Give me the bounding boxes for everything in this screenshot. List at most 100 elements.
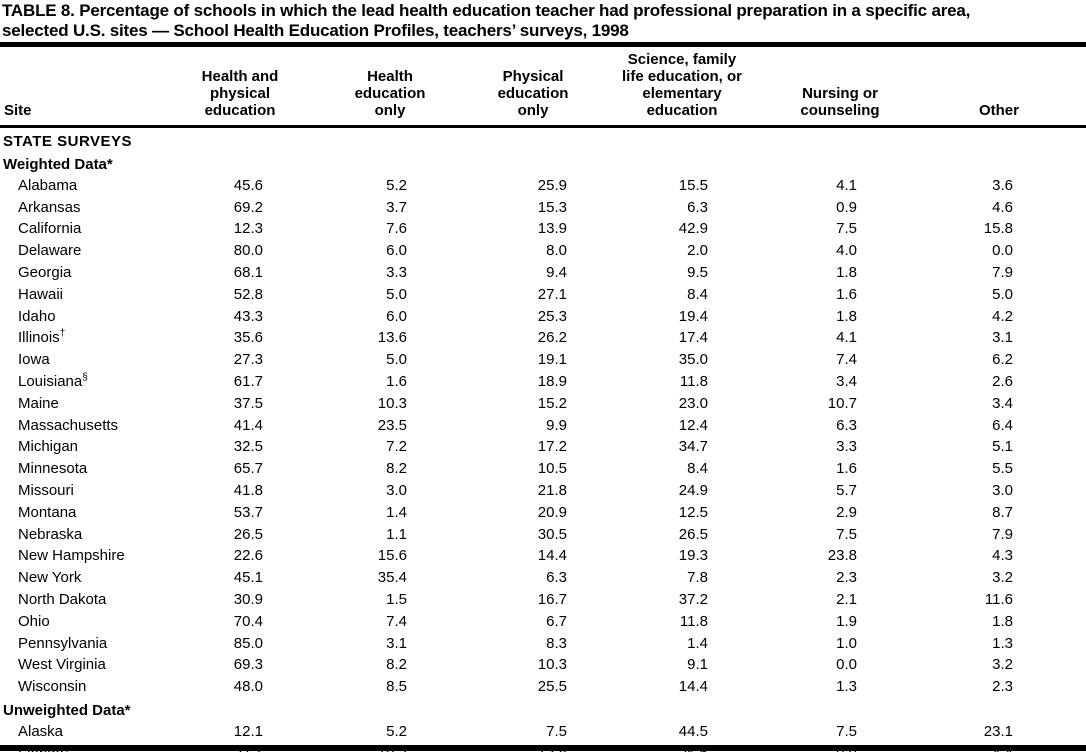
site-cell: Alaska	[18, 723, 64, 741]
value-cell: 23.0	[678, 394, 708, 412]
site-cell: Louisiana§	[18, 372, 88, 391]
table-row: Illinois† 35.6 13.6 26.2 17.4 4.1 3.1	[0, 327, 1086, 349]
value-cell: 1.4	[687, 634, 708, 652]
table-row: Michigan 32.5 7.2 17.2 34.7 3.3 5.1	[0, 436, 1086, 458]
value-cell: 32.5	[233, 438, 263, 456]
value-cell: 2.3	[836, 569, 857, 587]
value-cell: 42.9	[678, 220, 708, 238]
value-cell: 1.6	[836, 285, 857, 303]
table-row: New York 45.1 35.4 6.3 7.8 2.3 3.2	[0, 567, 1086, 589]
value-cell: 3.3	[836, 438, 857, 456]
site-cell: Delaware	[18, 242, 82, 260]
site-cell: New Hampshire	[18, 547, 125, 565]
site-cell: Idaho	[18, 307, 56, 325]
value-cell: 23.1	[983, 723, 1013, 741]
table-row: Minnesota 65.7 8.2 10.5 8.4 1.6 5.5	[0, 458, 1086, 480]
value-cell: 8.0	[546, 242, 567, 260]
value-cell: 12.4	[678, 416, 708, 434]
value-cell: 41.8	[233, 482, 263, 500]
value-cell: 1.3	[836, 678, 857, 696]
value-cell: 1.1	[386, 525, 407, 543]
value-cell: 27.1	[537, 285, 567, 303]
value-cell: 19.3	[678, 547, 708, 565]
value-cell: 3.1	[992, 329, 1013, 347]
value-cell: 15.3	[537, 198, 567, 216]
value-cell: 17.2	[537, 438, 567, 456]
value-cell: 20.9	[537, 503, 567, 521]
value-cell: 7.5	[836, 525, 857, 543]
value-cell: 22.6	[233, 547, 263, 565]
value-cell: 4.1	[836, 329, 857, 347]
value-cell: 37.2	[678, 591, 708, 609]
value-cell: 69.2	[233, 198, 263, 216]
value-cell: 15.5	[678, 176, 708, 194]
value-cell: 6.3	[836, 416, 857, 434]
site-cell: Massachusetts	[18, 416, 119, 434]
value-cell: 3.4	[992, 394, 1013, 412]
section-label: Weighted Data*	[3, 155, 113, 173]
value-cell: 69.3	[233, 656, 263, 674]
value-cell: 13.6	[377, 329, 407, 347]
value-cell: 3.4	[836, 373, 857, 391]
value-cell: 0.0	[836, 656, 857, 674]
value-cell: 5.0	[386, 285, 407, 303]
value-cell: 44.5	[678, 723, 708, 741]
value-cell: 26.5	[678, 525, 708, 543]
value-cell: 3.2	[992, 569, 1013, 587]
site-cell: Missouri	[18, 482, 74, 500]
table-row: West Virginia 69.3 8.2 10.3 9.1 0.0 3.2	[0, 654, 1086, 676]
value-cell: 5.7	[836, 482, 857, 500]
site-cell: Iowa	[18, 351, 50, 369]
value-cell: 1.5	[386, 591, 407, 609]
value-cell: 5.5	[992, 460, 1013, 478]
value-cell: 45.1	[233, 569, 263, 587]
value-cell: 37.5	[233, 394, 263, 412]
value-cell: 6.4	[992, 416, 1013, 434]
value-cell: 1.8	[836, 264, 857, 282]
section-header-row: Unweighted Data*	[0, 698, 1086, 721]
value-cell: 9.9	[546, 416, 567, 434]
value-cell: 0.9	[836, 198, 857, 216]
value-cell: 8.7	[992, 503, 1013, 521]
data-table: Site Health and physical education Healt…	[0, 47, 1086, 752]
value-cell: 6.0	[386, 242, 407, 260]
value-cell: 7.5	[836, 220, 857, 238]
value-cell: 11.8	[679, 373, 708, 391]
value-cell: 7.5	[836, 723, 857, 741]
value-cell: 8.5	[386, 678, 407, 696]
value-cell: 6.3	[546, 569, 567, 587]
column-header-nursing-or-counseling: Nursing or counseling	[768, 47, 912, 128]
table-row: Nebraska 26.5 1.1 30.5 26.5 7.5 7.9	[0, 523, 1086, 545]
value-cell: 23.5	[377, 416, 407, 434]
value-cell: 8.3	[546, 634, 567, 652]
value-cell: 35.6	[233, 329, 263, 347]
site-cell: Georgia	[18, 264, 72, 282]
value-cell: 35.0	[678, 351, 708, 369]
value-cell: 12.1	[233, 723, 263, 741]
value-cell: 1.0	[836, 634, 857, 652]
site-superscript: §	[82, 372, 88, 384]
value-cell: 5.0	[992, 285, 1013, 303]
value-cell: 15.8	[983, 220, 1013, 238]
value-cell: 3.0	[386, 482, 407, 500]
site-cell: Wisconsin	[18, 678, 87, 696]
value-cell: 48.0	[233, 678, 263, 696]
section-label: Unweighted Data*	[3, 701, 131, 719]
section-label: STATE SURVEYS	[3, 133, 133, 151]
value-cell: 6.2	[992, 351, 1013, 369]
table-row: Pennsylvania 85.0 3.1 8.3 1.4 1.0 1.3	[0, 632, 1086, 654]
value-cell: 68.1	[233, 264, 263, 282]
value-cell: 3.6	[992, 176, 1013, 194]
table-row: California 12.3 7.6 13.9 42.9 7.5 15.8	[0, 218, 1086, 240]
table-row: Missouri 41.8 3.0 21.8 24.9 5.7 3.0	[0, 480, 1086, 502]
column-header-site: Site	[0, 47, 170, 128]
value-cell: 18.9	[537, 373, 567, 391]
value-cell: 1.3	[992, 634, 1013, 652]
value-cell: 7.8	[687, 569, 708, 587]
value-cell: 19.1	[537, 351, 567, 369]
value-cell: 25.9	[537, 176, 567, 194]
value-cell: 15.2	[537, 394, 567, 412]
value-cell: 26.2	[537, 329, 567, 347]
value-cell: 15.6	[377, 547, 407, 565]
